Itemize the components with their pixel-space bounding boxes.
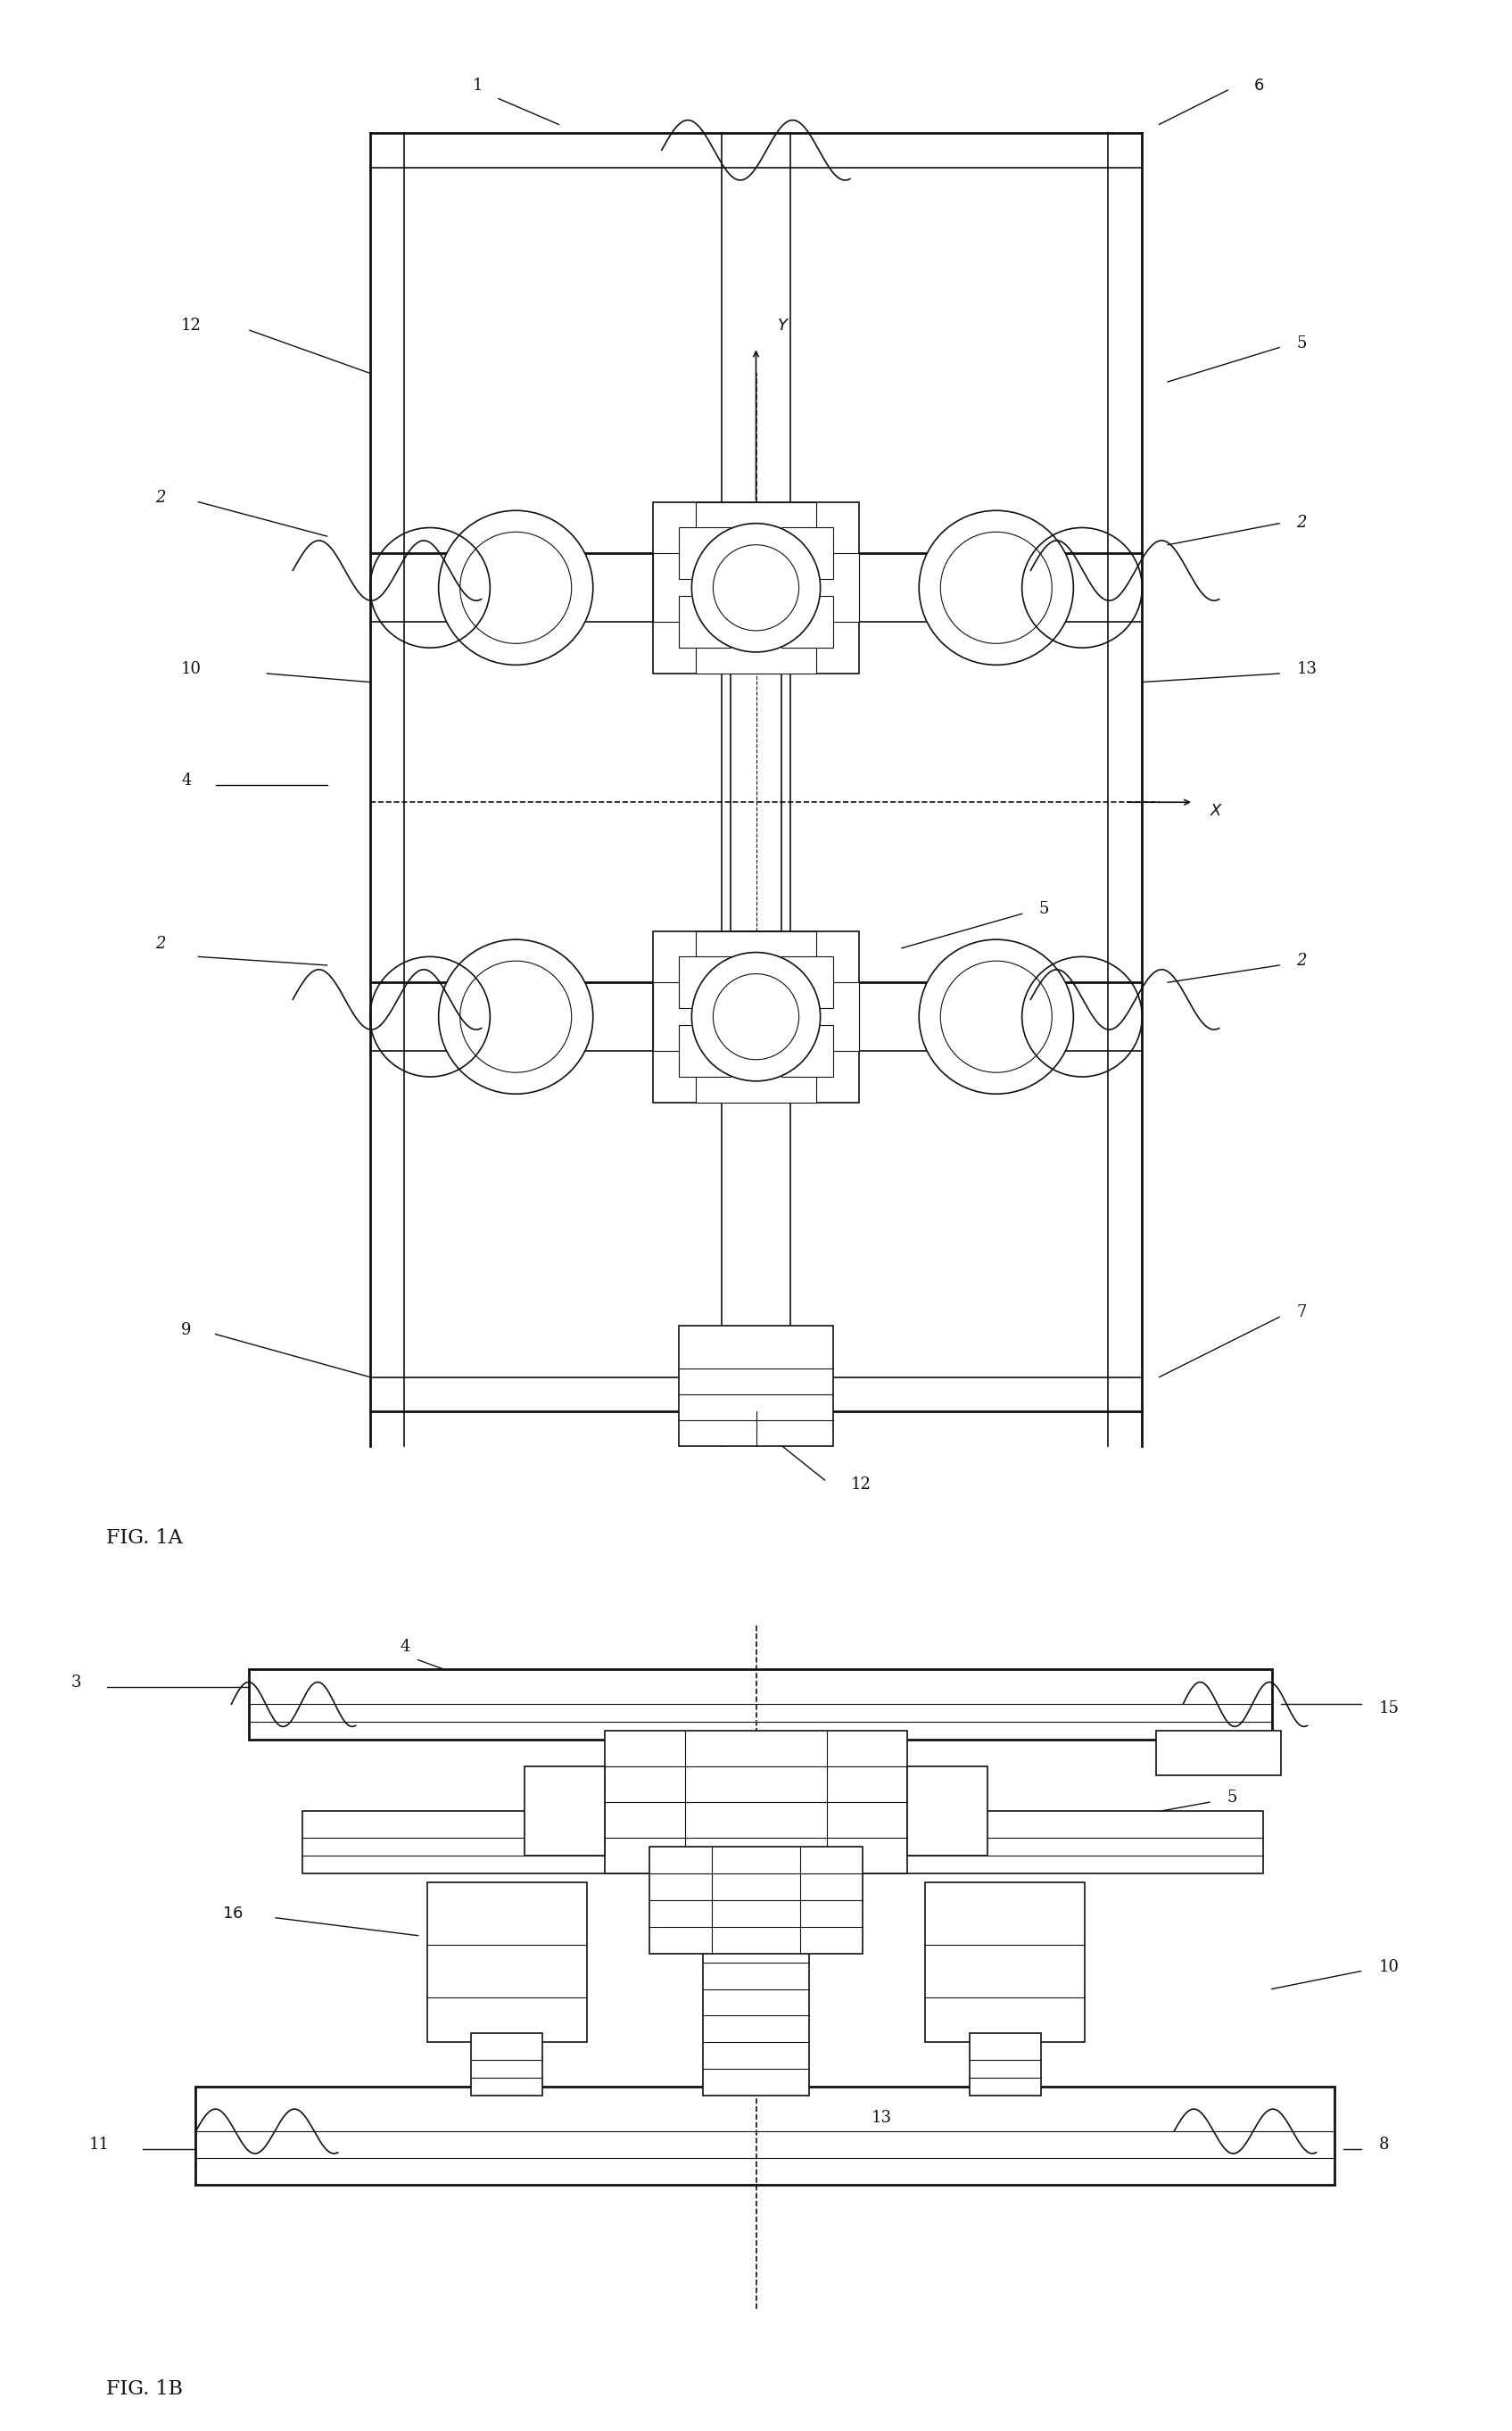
- Circle shape: [714, 545, 798, 630]
- Text: 12: 12: [850, 1476, 871, 1493]
- Circle shape: [691, 953, 821, 1082]
- Text: 2: 2: [1296, 515, 1306, 532]
- Text: 4: 4: [401, 1638, 410, 1656]
- Bar: [649, 1848, 863, 1955]
- Text: 2: 2: [1296, 953, 1306, 970]
- Bar: [782, 596, 833, 647]
- Text: 13: 13: [871, 2110, 892, 2127]
- Text: FIG. 1A: FIG. 1A: [106, 1529, 183, 1549]
- Text: X: X: [1211, 802, 1222, 819]
- Bar: [653, 982, 705, 1050]
- Text: $\it{6}$: $\it{6}$: [1253, 78, 1264, 95]
- Bar: [782, 958, 833, 1009]
- Text: FIG. 1B: FIG. 1B: [106, 2380, 183, 2399]
- Bar: [302, 1811, 1263, 1874]
- Text: 3: 3: [71, 1675, 82, 1690]
- Text: 11: 11: [89, 2137, 109, 2151]
- Text: 10: 10: [1379, 1959, 1399, 1974]
- Text: 2: 2: [156, 489, 166, 506]
- Bar: [249, 1668, 1272, 1741]
- Bar: [653, 554, 705, 622]
- Text: 13: 13: [1296, 661, 1317, 678]
- Bar: [679, 596, 730, 647]
- Circle shape: [714, 975, 798, 1060]
- Bar: [195, 2086, 1334, 2185]
- Bar: [472, 2032, 543, 2096]
- Text: 9: 9: [181, 1322, 192, 1337]
- Bar: [925, 1882, 1086, 2042]
- Text: Y: Y: [777, 318, 788, 333]
- Bar: [679, 1026, 730, 1077]
- Circle shape: [919, 511, 1074, 666]
- Text: 10: 10: [181, 661, 201, 678]
- Text: 5: 5: [1228, 1789, 1237, 1806]
- Circle shape: [919, 938, 1074, 1094]
- Bar: [782, 1026, 833, 1077]
- Bar: [807, 554, 859, 622]
- Bar: [426, 1882, 587, 2042]
- Bar: [782, 528, 833, 579]
- Bar: [679, 958, 730, 1009]
- Bar: [907, 1767, 987, 1855]
- Text: 15: 15: [1379, 1702, 1399, 1716]
- Bar: [730, 673, 782, 931]
- Bar: [679, 1325, 833, 1446]
- Text: 5: 5: [1296, 335, 1306, 350]
- Text: 8: 8: [1379, 2137, 1390, 2151]
- Circle shape: [438, 938, 593, 1094]
- Bar: [679, 1325, 833, 1446]
- Bar: [653, 931, 859, 1104]
- Bar: [807, 982, 859, 1050]
- Bar: [696, 931, 816, 982]
- Text: 7: 7: [1296, 1305, 1306, 1320]
- Bar: [653, 501, 859, 673]
- Bar: [696, 1050, 816, 1104]
- Text: 5: 5: [1039, 902, 1049, 916]
- Bar: [679, 528, 730, 579]
- Text: 1: 1: [473, 78, 484, 95]
- Bar: [525, 1767, 605, 1855]
- Bar: [696, 622, 816, 673]
- Text: 4: 4: [181, 773, 192, 788]
- Bar: [696, 501, 816, 554]
- Bar: [605, 1731, 907, 1874]
- Bar: [703, 1935, 809, 2096]
- Circle shape: [691, 523, 821, 652]
- Circle shape: [438, 511, 593, 666]
- Bar: [969, 2032, 1040, 2096]
- Text: 2: 2: [156, 936, 166, 951]
- Bar: [1157, 1731, 1281, 1775]
- Text: 12: 12: [181, 318, 201, 333]
- Text: $\it{16}$: $\it{16}$: [222, 1906, 243, 1920]
